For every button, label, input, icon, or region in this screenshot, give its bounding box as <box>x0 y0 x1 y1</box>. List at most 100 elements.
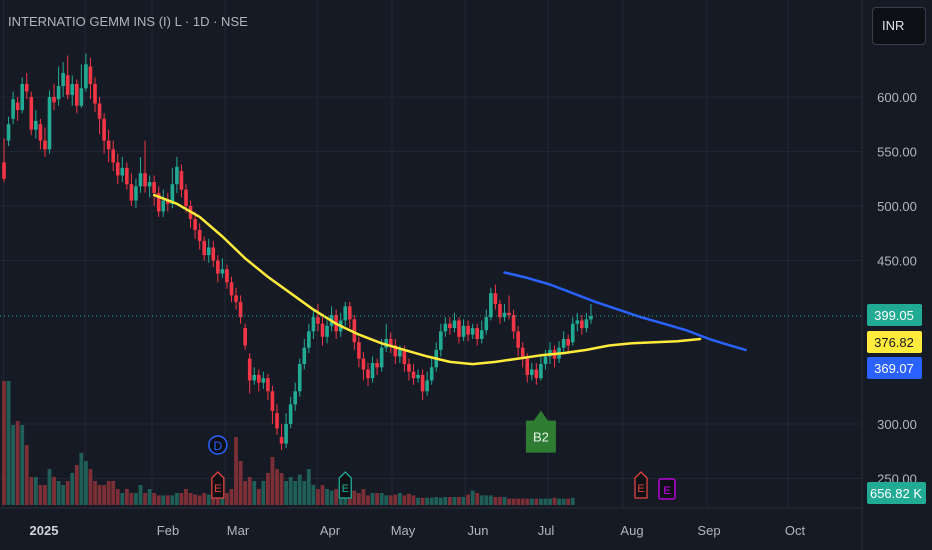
candle-body <box>489 293 493 318</box>
earnings-marker-label: E <box>637 483 644 495</box>
volume-bar <box>475 493 480 505</box>
buy-signal-marker[interactable] <box>525 410 556 453</box>
candle-body <box>461 325 466 337</box>
price-label-volume: 656.82 K <box>870 486 922 501</box>
volume-bar <box>247 477 252 505</box>
volume-bar <box>429 497 434 505</box>
volume-bar <box>102 485 106 505</box>
candle-body <box>156 192 161 212</box>
candle-body <box>475 328 479 339</box>
currency-button[interactable]: INR <box>872 7 926 45</box>
price-label-box-volume <box>867 482 926 504</box>
candle-body <box>566 338 570 346</box>
candle-body <box>370 362 375 379</box>
volume-bar <box>325 489 329 505</box>
candle-body <box>361 358 366 370</box>
volume-bar <box>188 493 193 505</box>
volume-bar <box>229 489 234 505</box>
price-tick-label: 450.00 <box>877 254 917 269</box>
volume-bar <box>79 453 84 505</box>
volume-bar <box>570 497 575 505</box>
volume-bar <box>279 473 284 505</box>
price-tick-label: 550.00 <box>877 145 917 160</box>
candle-body <box>307 331 311 348</box>
candle-body <box>411 371 416 379</box>
moving-average-blue-line <box>503 271 747 352</box>
candle-body <box>120 167 125 176</box>
candle-body <box>266 378 270 392</box>
earnings-marker[interactable] <box>634 471 648 499</box>
volume-bar <box>52 477 56 505</box>
candle-body <box>302 347 307 365</box>
candle-body <box>111 149 115 163</box>
volume-bar <box>297 474 302 505</box>
price-labels: 399.05 376.82 369.07 656.82 K <box>867 304 926 504</box>
candle-body <box>175 166 179 185</box>
candle-body <box>279 437 284 444</box>
volume-bar <box>507 498 511 505</box>
candle-body <box>311 317 316 332</box>
candle-body <box>147 182 152 187</box>
volume-bar <box>498 497 502 505</box>
volume-bar <box>370 493 375 505</box>
volume-bar <box>393 494 398 505</box>
volume-bar <box>211 496 216 505</box>
volume-bar <box>43 485 47 505</box>
volume-bar <box>84 461 88 505</box>
volume-bar <box>275 469 279 505</box>
volume-bar <box>225 493 229 505</box>
volume-bar <box>434 497 439 505</box>
candle-body <box>143 173 147 187</box>
price-tick-label: 600.00 <box>877 90 917 105</box>
event-markers[interactable]: D E E E B2 E <box>208 410 676 500</box>
volume-bar <box>548 498 552 505</box>
future-earnings-marker[interactable] <box>658 478 676 500</box>
candle-body <box>220 269 225 274</box>
dividend-marker[interactable] <box>208 435 228 455</box>
time-axis[interactable]: 2025 Feb Mar Apr May Jun Jul Aug Sep Oct <box>30 523 806 538</box>
candle-body <box>379 347 384 368</box>
candle-body <box>179 171 184 190</box>
volume-bar <box>452 497 457 505</box>
earnings-marker-label: E <box>342 483 349 495</box>
candle-body <box>184 189 188 206</box>
volume-bar <box>47 469 52 505</box>
earnings-marker[interactable] <box>211 471 225 499</box>
candle-body <box>229 282 234 296</box>
volume-bar <box>156 495 161 505</box>
volume-bar <box>320 485 325 505</box>
time-tick-label: Mar <box>227 523 250 538</box>
candle-body <box>225 269 229 283</box>
volume-bar <box>202 493 207 505</box>
candle-body <box>470 328 475 335</box>
volume-bar <box>402 495 407 505</box>
candle-body <box>402 349 407 365</box>
candle-body <box>589 316 593 320</box>
volume-bar <box>33 477 38 505</box>
volume-bar <box>379 493 384 505</box>
volume-bar <box>70 473 75 505</box>
moving-averages <box>152 193 747 366</box>
volume-bar <box>316 489 320 505</box>
candle-body <box>56 86 61 100</box>
earnings-marker[interactable] <box>338 471 352 499</box>
candle-body <box>452 320 457 329</box>
volume-bar <box>184 489 188 505</box>
candle-body <box>252 374 257 381</box>
candle-body <box>243 328 247 346</box>
volume-bar <box>161 495 166 505</box>
candle-body <box>443 323 448 332</box>
candle-body <box>316 317 320 324</box>
volume-bar <box>561 498 566 505</box>
candle-body <box>539 364 543 379</box>
candle-body <box>457 320 461 337</box>
candle-body <box>498 304 502 318</box>
price-label-box-price <box>867 304 922 326</box>
time-tick-label: May <box>391 523 416 538</box>
candle-body <box>2 162 6 179</box>
volume-bar <box>302 481 307 505</box>
candle-body <box>348 306 352 320</box>
